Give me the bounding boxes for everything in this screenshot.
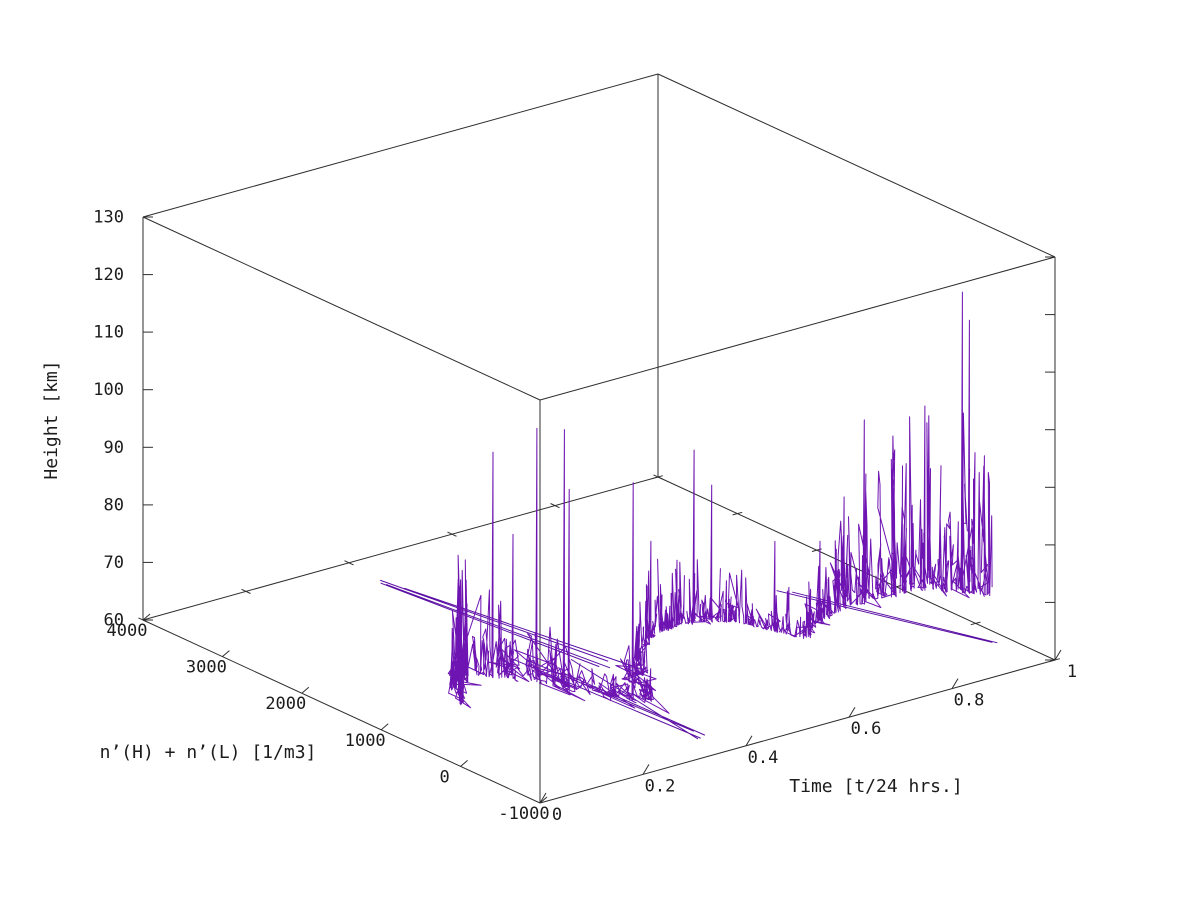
y-tick xyxy=(301,686,310,694)
box-wireframe xyxy=(142,73,1056,804)
x-tick-label: 0.6 xyxy=(851,719,882,739)
x-tick-label: 0 xyxy=(552,805,562,825)
x-tick xyxy=(951,678,959,689)
data-series xyxy=(380,291,998,740)
z-tick-label: 110 xyxy=(93,323,124,343)
box-top-edge xyxy=(657,73,1056,258)
y-tick-label: 4000 xyxy=(107,621,148,641)
z-tick-label: 130 xyxy=(93,208,124,228)
trace-line xyxy=(447,291,993,714)
x-tick-label: 1 xyxy=(1067,662,1077,682)
x-tick-mirror xyxy=(344,560,354,566)
axis-ticks xyxy=(138,216,1062,804)
z-tick-label: 70 xyxy=(104,553,124,573)
y-tick-label: -1000 xyxy=(498,804,549,824)
box-top-edge xyxy=(142,73,659,218)
x-tick-mirror xyxy=(550,503,560,509)
box-bottom-edge xyxy=(142,619,541,804)
y-tick xyxy=(460,760,468,767)
y-tick xyxy=(222,650,230,657)
y-tick-mirror xyxy=(732,511,743,516)
box-top-edge xyxy=(142,216,541,401)
x-tick xyxy=(848,706,856,718)
y-tick-mirror xyxy=(970,621,981,626)
box-bottom-edge xyxy=(539,659,1056,804)
box-bottom-edge xyxy=(142,476,659,621)
x-tick xyxy=(642,764,650,775)
x-axis-title: Time [t/24 hrs.] xyxy=(789,776,962,797)
y-tick-mirror xyxy=(653,475,663,479)
x-tick xyxy=(1054,649,1062,661)
box-top-edge xyxy=(539,256,1056,401)
z-tick-label: 60 xyxy=(104,611,124,631)
z-tick-label: 120 xyxy=(93,265,124,285)
x-tick-mirror xyxy=(447,531,457,537)
x-tick xyxy=(539,792,547,804)
x-tick-mirror xyxy=(241,588,251,594)
y-tick-label: 1000 xyxy=(345,731,386,751)
y-tick-label: 2000 xyxy=(265,694,306,714)
y-tick xyxy=(380,723,389,731)
x-tick-label: 0.2 xyxy=(645,776,676,796)
z-tick-label: 80 xyxy=(104,495,124,515)
tick-labels: 00.20.40.60.8140003000200010000-10006070… xyxy=(93,208,1077,826)
z-axis-title: Height [km] xyxy=(41,360,62,479)
x-tick-label: 0.8 xyxy=(954,691,985,711)
y-tick xyxy=(142,613,151,621)
y-tick xyxy=(539,796,548,804)
y-axis-title: n’(H) + n’(L) [1/m3] xyxy=(100,742,317,763)
z-tick-label: 90 xyxy=(104,438,124,458)
z-tick-label: 100 xyxy=(93,380,124,400)
artifact-lines xyxy=(380,579,998,740)
y-tick-label: 3000 xyxy=(186,658,227,678)
x-tick xyxy=(745,735,753,747)
y-tick-label: 0 xyxy=(439,767,449,787)
x-tick-label: 0.4 xyxy=(748,748,779,768)
